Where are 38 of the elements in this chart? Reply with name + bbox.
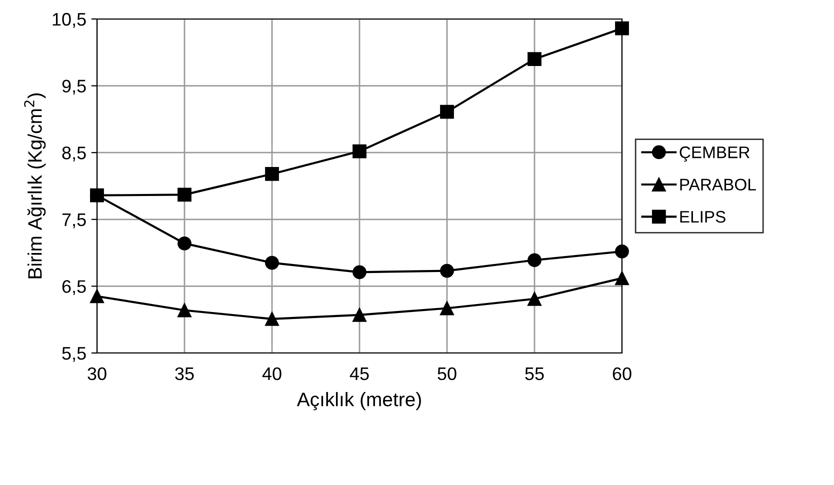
point <box>265 312 279 326</box>
y-tick-label: 9,5 <box>62 80 86 95</box>
point <box>615 244 629 258</box>
x-axis-title: Açıklık (metre) <box>296 392 421 410</box>
legend-label: ELIPS <box>680 210 726 223</box>
point <box>352 144 366 158</box>
x-tick-label: 55 <box>525 368 544 380</box>
point <box>615 21 629 36</box>
y-tick-label: 10,5 <box>52 12 86 28</box>
y-tick-label: 8,5 <box>62 146 86 162</box>
point <box>90 289 104 304</box>
point <box>440 301 454 316</box>
point <box>178 236 192 250</box>
x-tick-label: 40 <box>262 367 282 380</box>
x-tick-label: 30 <box>88 367 106 380</box>
y-axis-title: Birim Ağırlık (Kg/cm$^{2}$) <box>24 93 46 278</box>
x-tick-label: 35 <box>175 367 194 380</box>
point <box>440 264 454 278</box>
y-tick-label: 7,5 <box>62 214 86 228</box>
point <box>528 52 542 66</box>
x-tick-label: 50 <box>438 367 456 380</box>
x-tick-label: 45 <box>350 368 369 380</box>
point <box>352 265 366 280</box>
point <box>528 253 542 268</box>
point <box>528 292 542 306</box>
point <box>615 271 629 286</box>
point <box>265 256 279 270</box>
point <box>440 104 454 119</box>
point <box>90 188 104 202</box>
y-tick-label: 5,5 <box>62 347 86 362</box>
legend-label: ÇEMBER <box>680 146 750 162</box>
legend-label: PARABOL <box>680 178 756 191</box>
point <box>178 303 192 318</box>
point <box>352 308 366 322</box>
point <box>178 188 192 202</box>
point <box>265 167 279 181</box>
x-tick-label: 60 <box>612 367 632 380</box>
y-tick-label: 6,5 <box>62 280 86 296</box>
